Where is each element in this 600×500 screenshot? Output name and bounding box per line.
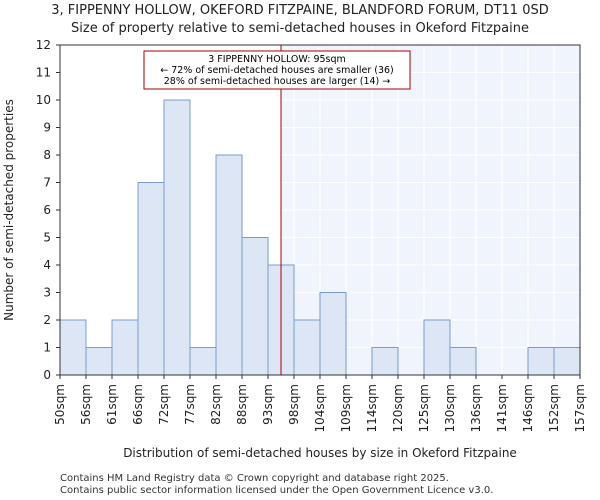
bar xyxy=(319,292,347,376)
x-tick-label: 72sqm xyxy=(157,384,171,425)
x-tick-label: 77sqm xyxy=(183,384,197,425)
y-tick-label: 9 xyxy=(43,121,51,135)
y-tick-label: 5 xyxy=(43,231,51,245)
x-tick-label: 114sqm xyxy=(365,384,379,432)
y-axis-label: Number of semi-detached properties xyxy=(2,99,16,321)
bar xyxy=(527,347,555,376)
y-tick-label: 3 xyxy=(43,286,51,300)
y-tick-label: 2 xyxy=(43,313,51,327)
y-tick-label: 7 xyxy=(43,176,51,190)
x-tick-label: 157sqm xyxy=(573,384,587,432)
bar xyxy=(449,347,477,376)
annotation-line-2: ← 72% of semi-detached houses are smalle… xyxy=(160,65,394,76)
bar xyxy=(215,154,243,376)
x-tick-label: 120sqm xyxy=(391,384,405,432)
x-tick-label: 136sqm xyxy=(469,384,483,432)
y-tick-label: 10 xyxy=(36,93,51,107)
x-tick-label: 141sqm xyxy=(495,384,509,432)
y-tick-label: 8 xyxy=(43,148,51,162)
annotation-box-frame xyxy=(143,50,411,90)
bar xyxy=(293,319,321,376)
x-tick-label: 146sqm xyxy=(521,384,535,432)
y-tick-label: 0 xyxy=(43,368,51,382)
y-tick-label: 11 xyxy=(36,66,51,80)
bar xyxy=(59,319,87,376)
annotation-line-1: 3 FIPPENNY HOLLOW: 95sqm xyxy=(208,54,346,65)
x-tick-label: 88sqm xyxy=(235,384,249,425)
annotation-box: 3 FIPPENNY HOLLOW: 95sqm ← 72% of semi-d… xyxy=(143,50,411,90)
x-axis-label: Distribution of semi-detached houses by … xyxy=(123,446,517,460)
bar xyxy=(85,347,113,376)
bar xyxy=(111,319,139,376)
footer-line-2: Contains public sector information licen… xyxy=(60,485,493,496)
bar xyxy=(163,99,191,376)
x-tick-label: 104sqm xyxy=(313,384,327,432)
annotation-line-3: 28% of semi-detached houses are larger (… xyxy=(164,76,391,87)
bar xyxy=(189,347,217,376)
x-tick-label: 109sqm xyxy=(339,384,353,432)
chart-title: 3, FIPPENNY HOLLOW, OKEFORD FITZPAINE, B… xyxy=(51,3,548,18)
bar xyxy=(423,319,451,376)
x-axis-ticks: 50sqm 56sqm 61sqm 66sqm 72sqm 77sqm 82sqm 88sqm… xyxy=(53,375,587,432)
x-tick-label: 130sqm xyxy=(443,384,457,432)
x-tick-label: 66sqm xyxy=(131,384,145,425)
x-tick-label: 93sqm xyxy=(261,384,275,425)
x-tick-label: 61sqm xyxy=(105,384,119,425)
chart-subtitle: Size of property relative to semi-detach… xyxy=(71,21,529,36)
y-tick-label: 6 xyxy=(43,203,51,217)
bar xyxy=(137,182,165,376)
x-tick-label: 152sqm xyxy=(547,384,561,432)
bar xyxy=(371,347,399,376)
y-tick-label: 1 xyxy=(43,341,51,355)
bar xyxy=(553,347,581,376)
x-tick-label: 82sqm xyxy=(209,384,223,425)
x-tick-label: 56sqm xyxy=(79,384,93,425)
x-tick-label: 98sqm xyxy=(287,384,301,425)
footer-line-1: Contains HM Land Registry data © Crown c… xyxy=(60,473,449,484)
y-tick-label: 4 xyxy=(43,258,51,272)
bar xyxy=(241,237,269,376)
y-tick-label: 12 xyxy=(36,38,51,52)
plot-frame xyxy=(59,44,581,376)
x-tick-label: 125sqm xyxy=(417,384,431,432)
x-tick-label: 50sqm xyxy=(53,384,67,425)
